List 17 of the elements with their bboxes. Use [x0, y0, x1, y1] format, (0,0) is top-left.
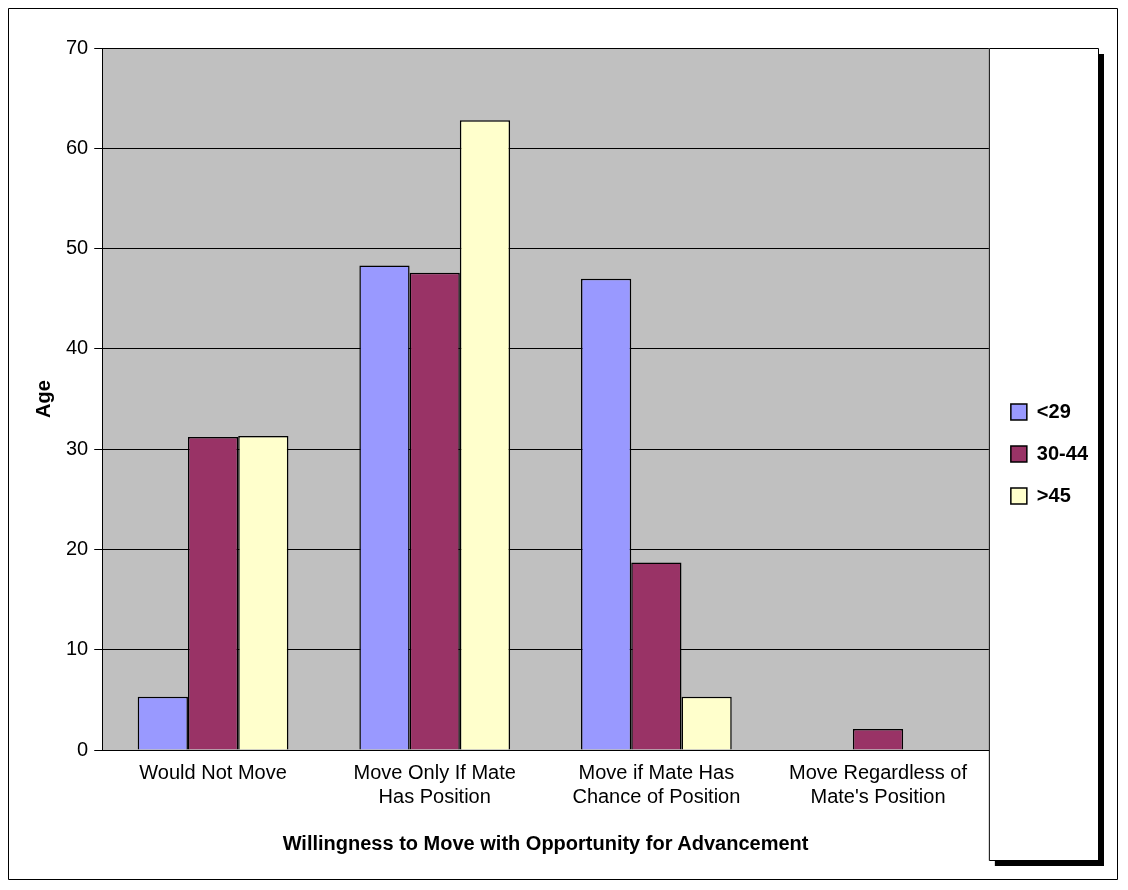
y-tick-label: 60 [66, 135, 89, 158]
y-tick-label: 10 [66, 637, 89, 660]
legend-label: >45 [1036, 483, 1071, 506]
y-tick-label: 30 [66, 436, 89, 459]
y-axis-title: Age [31, 380, 54, 418]
x-tick-label: Would Not Move [139, 760, 287, 783]
legend-label: 30-44 [1036, 441, 1089, 464]
x-tick-label: Move if Mate Has Chance of Position [572, 760, 741, 807]
legend-label: <29 [1036, 399, 1071, 422]
y-tick-label: 70 [66, 35, 89, 58]
x-axis-title: Willingness to Move with Opportunity for Advancement [282, 831, 809, 854]
y-tick-label: 20 [66, 536, 89, 559]
x-tick-label: Move Regardless of Mate's Position [789, 760, 968, 807]
y-tick-label: 50 [66, 236, 89, 259]
y-tick-label: 40 [66, 336, 89, 359]
y-tick-label: 0 [77, 737, 89, 760]
x-tick-label: Move Only If Mate Has Position [353, 760, 516, 807]
